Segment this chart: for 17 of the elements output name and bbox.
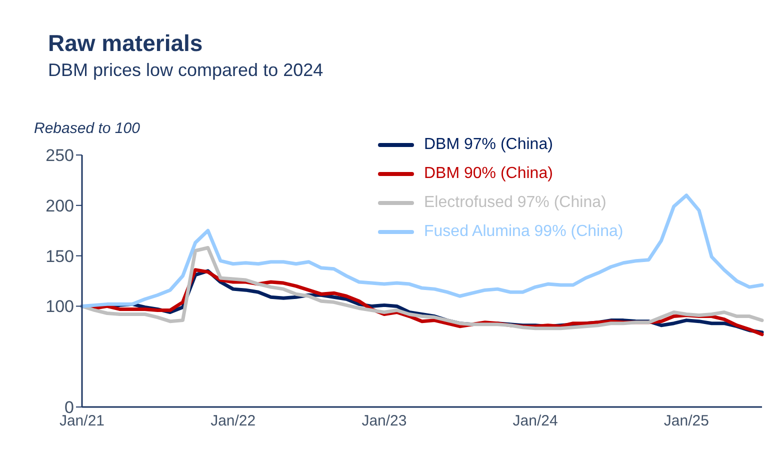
line-series [80, 194, 764, 308]
y-tick-label: 200 [46, 196, 74, 216]
y-tick-label: 100 [46, 297, 74, 316]
y-tick-label: 150 [46, 246, 74, 266]
chart-subtitle: DBM prices low compared to 2024 [48, 60, 324, 81]
x-tick-label: Jan/24 [512, 412, 558, 430]
x-tick-label: Jan/22 [210, 412, 256, 430]
legend-label: DBM 90% (China) [424, 164, 553, 182]
legend-label: Fused Alumina 99% (China) [424, 222, 624, 240]
y-tick-label: 250 [46, 146, 74, 166]
legend-label: DBM 97% (China) [424, 136, 553, 154]
line-series [80, 246, 764, 330]
legend-label: Electrofused 97% (China) [424, 194, 606, 212]
x-tick-label: Jan/23 [362, 412, 407, 430]
y-axis-title: Rebased to 100 [34, 120, 140, 137]
chart-title: Raw materials [48, 30, 203, 57]
x-tick-label: Jan/25 [664, 412, 709, 430]
